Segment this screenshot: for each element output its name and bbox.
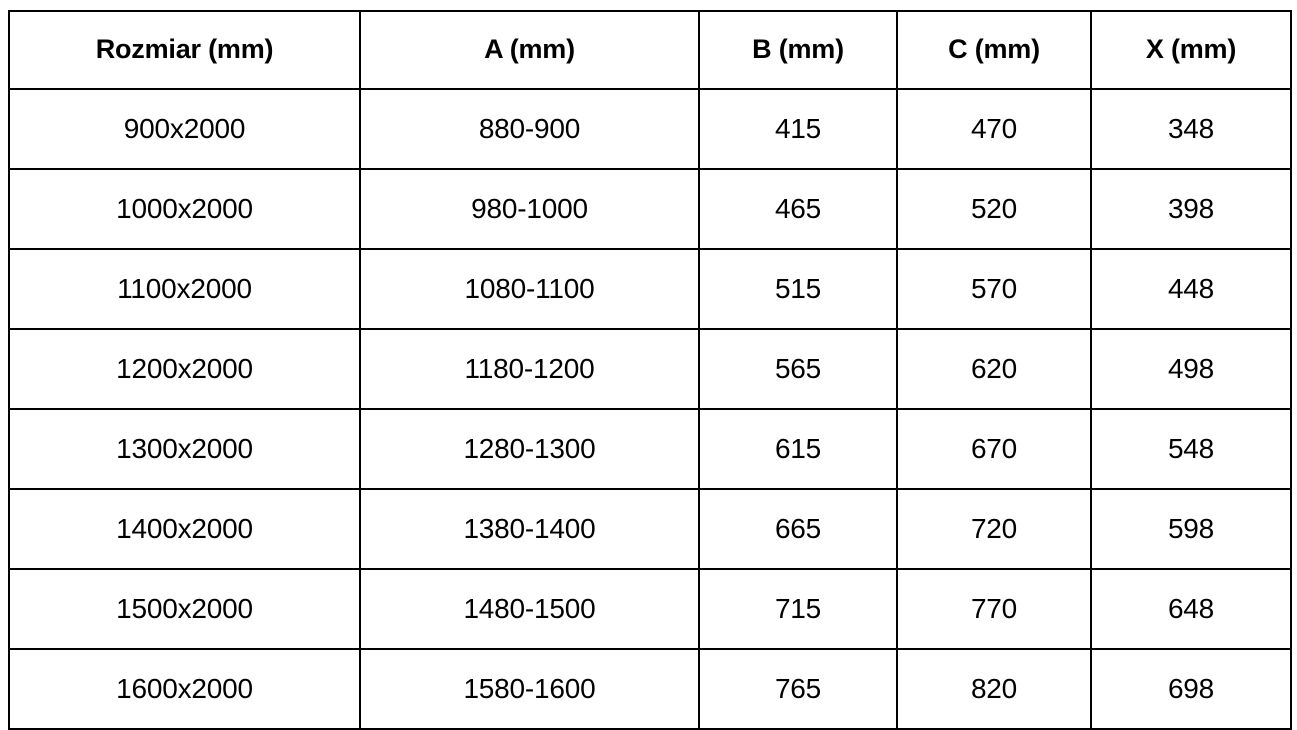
cell-x: 698 [1090,648,1292,730]
column-header-size: Rozmiar (mm) [8,10,361,90]
cell-x: 648 [1090,568,1292,650]
table-row: 900x2000 880-900 415 470 348 [8,88,1292,170]
cell-c: 670 [896,408,1092,490]
cell-size: 1500x2000 [8,568,361,650]
cell-c: 570 [896,248,1092,330]
cell-c: 820 [896,648,1092,730]
cell-size: 1000x2000 [8,168,361,250]
cell-size: 1100x2000 [8,248,361,330]
column-header-b: B (mm) [698,10,898,90]
cell-x: 498 [1090,328,1292,410]
cell-b: 515 [698,248,898,330]
column-header-x: X (mm) [1090,10,1292,90]
cell-a: 1180-1200 [359,328,700,410]
cell-b: 565 [698,328,898,410]
cell-c: 770 [896,568,1092,650]
cell-size: 1300x2000 [8,408,361,490]
cell-x: 548 [1090,408,1292,490]
cell-a: 880-900 [359,88,700,170]
cell-size: 1200x2000 [8,328,361,410]
cell-c: 470 [896,88,1092,170]
cell-b: 415 [698,88,898,170]
cell-c: 520 [896,168,1092,250]
cell-size: 1600x2000 [8,648,361,730]
cell-b: 665 [698,488,898,570]
cell-a: 1580-1600 [359,648,700,730]
cell-b: 715 [698,568,898,650]
column-header-a: A (mm) [359,10,700,90]
cell-x: 448 [1090,248,1292,330]
cell-a: 1480-1500 [359,568,700,650]
table-row: 1400x2000 1380-1400 665 720 598 [8,488,1292,570]
table-header: Rozmiar (mm) A (mm) B (mm) C (mm) X (mm) [8,10,1292,90]
cell-size: 1400x2000 [8,488,361,570]
cell-a: 980-1000 [359,168,700,250]
cell-a: 1080-1100 [359,248,700,330]
table-row: 1300x2000 1280-1300 615 670 548 [8,408,1292,490]
cell-b: 765 [698,648,898,730]
cell-b: 465 [698,168,898,250]
spec-table-container: Rozmiar (mm) A (mm) B (mm) C (mm) X (mm)… [8,10,1292,730]
table-row: 1600x2000 1580-1600 765 820 698 [8,648,1292,730]
table-row: 1000x2000 980-1000 465 520 398 [8,168,1292,250]
cell-c: 620 [896,328,1092,410]
cell-c: 720 [896,488,1092,570]
cell-a: 1280-1300 [359,408,700,490]
cell-b: 615 [698,408,898,490]
table-row: 1200x2000 1180-1200 565 620 498 [8,328,1292,410]
cell-x: 398 [1090,168,1292,250]
cell-x: 598 [1090,488,1292,570]
shower-enclosure-size-table: Rozmiar (mm) A (mm) B (mm) C (mm) X (mm)… [8,10,1292,730]
cell-a: 1380-1400 [359,488,700,570]
cell-x: 348 [1090,88,1292,170]
table-row: 1100x2000 1080-1100 515 570 448 [8,248,1292,330]
table-header-row: Rozmiar (mm) A (mm) B (mm) C (mm) X (mm) [8,10,1292,90]
cell-size: 900x2000 [8,88,361,170]
table-row: 1500x2000 1480-1500 715 770 648 [8,568,1292,650]
table-body: 900x2000 880-900 415 470 348 1000x2000 9… [8,88,1292,730]
column-header-c: C (mm) [896,10,1092,90]
